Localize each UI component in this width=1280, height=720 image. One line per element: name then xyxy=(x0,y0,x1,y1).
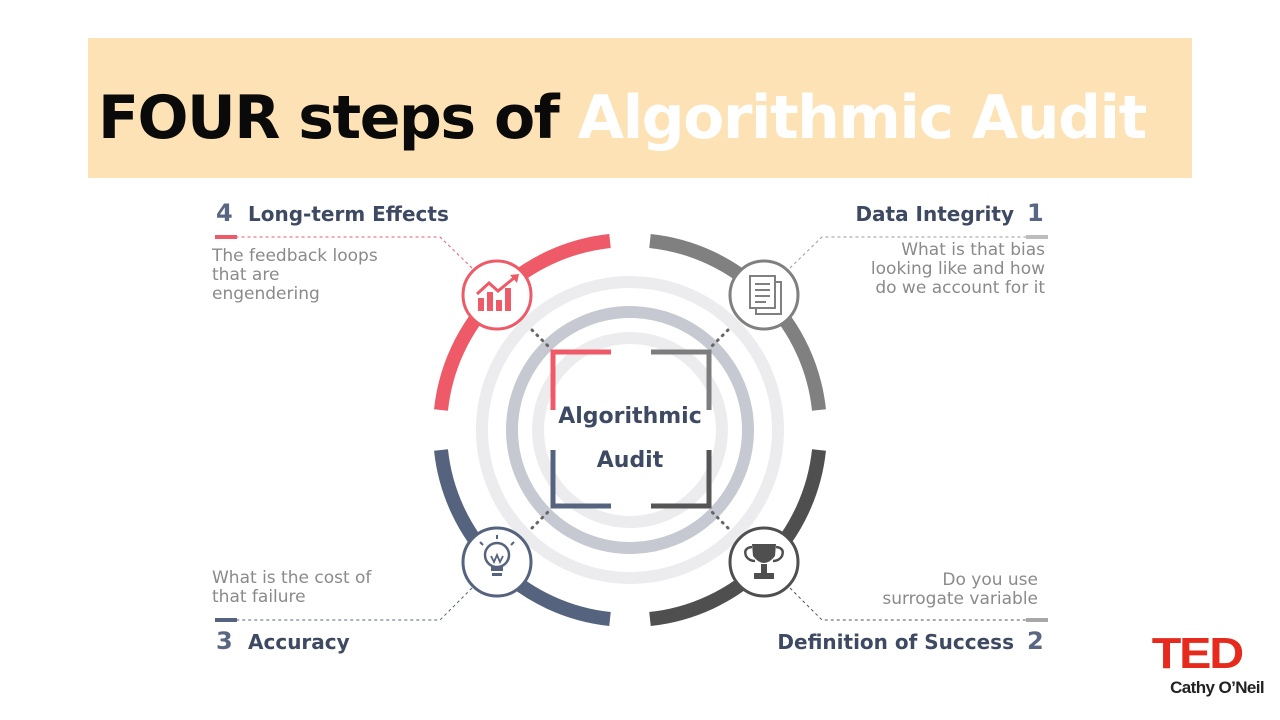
step-3-heading: Accuracy xyxy=(248,630,350,654)
document-icon xyxy=(728,259,800,331)
step-3-desc-line1: What is the cost of xyxy=(212,568,372,588)
accent-bar-2 xyxy=(1026,618,1048,622)
step-1-number: 1 xyxy=(1027,199,1044,227)
slide-title: FOUR steps of Algorithmic Audit xyxy=(98,80,1148,156)
speaker-name: Cathy O’Neil xyxy=(1170,678,1264,697)
leader-line-2 xyxy=(789,587,1028,621)
bracket-top-left xyxy=(550,349,611,410)
step-4-desc-line2: that are xyxy=(212,265,280,285)
step-2-heading: Definition of Success xyxy=(777,630,1014,654)
step-2-desc-line2: surrogate variable xyxy=(882,589,1038,609)
accent-bar-3 xyxy=(215,618,237,622)
accent-bar-1 xyxy=(1026,235,1048,239)
center-label-line1: Algorithmic xyxy=(558,404,702,429)
step-4-desc-line3: engendering xyxy=(212,284,320,304)
title-part-dark: FOUR steps of xyxy=(98,83,578,153)
trophy-icon xyxy=(728,526,800,598)
accent-bar-4 xyxy=(215,235,237,239)
step-4-number: 4 xyxy=(216,199,233,227)
step-3-desc-line2: that failure xyxy=(212,587,306,607)
bracket-bottom-right xyxy=(651,450,712,509)
leader-line-4 xyxy=(237,236,473,269)
step-1-desc-line1: What is that bias xyxy=(901,240,1045,260)
leader-line-3 xyxy=(237,587,473,621)
step-2-number: 2 xyxy=(1027,627,1044,655)
bracket-top-right xyxy=(651,349,712,410)
step-1-desc-line2: looking like and how xyxy=(870,259,1045,279)
center-label-line2: Audit xyxy=(596,448,664,473)
bracket-bottom-left xyxy=(550,450,611,509)
ted-logo: TED xyxy=(1151,629,1244,678)
step-1-desc-line3: do we account for it xyxy=(875,278,1045,298)
lightbulb-icon xyxy=(461,526,533,598)
step-1-heading: Data Integrity xyxy=(855,202,1014,226)
step-3-number: 3 xyxy=(216,627,233,655)
title-banner xyxy=(88,38,1192,178)
ring-middle xyxy=(506,306,754,554)
step-4-heading: Long-term Effects xyxy=(248,202,449,226)
ring-inner-light xyxy=(532,332,728,528)
step-2-desc-line1: Do you use xyxy=(942,570,1038,590)
leader-line-1 xyxy=(789,236,1028,269)
step-4-desc-line1: The feedback loops xyxy=(212,246,378,266)
title-part-light: Algorithmic Audit xyxy=(577,83,1148,153)
ring-outer-light xyxy=(476,276,784,584)
growth-chart-icon xyxy=(461,259,533,331)
